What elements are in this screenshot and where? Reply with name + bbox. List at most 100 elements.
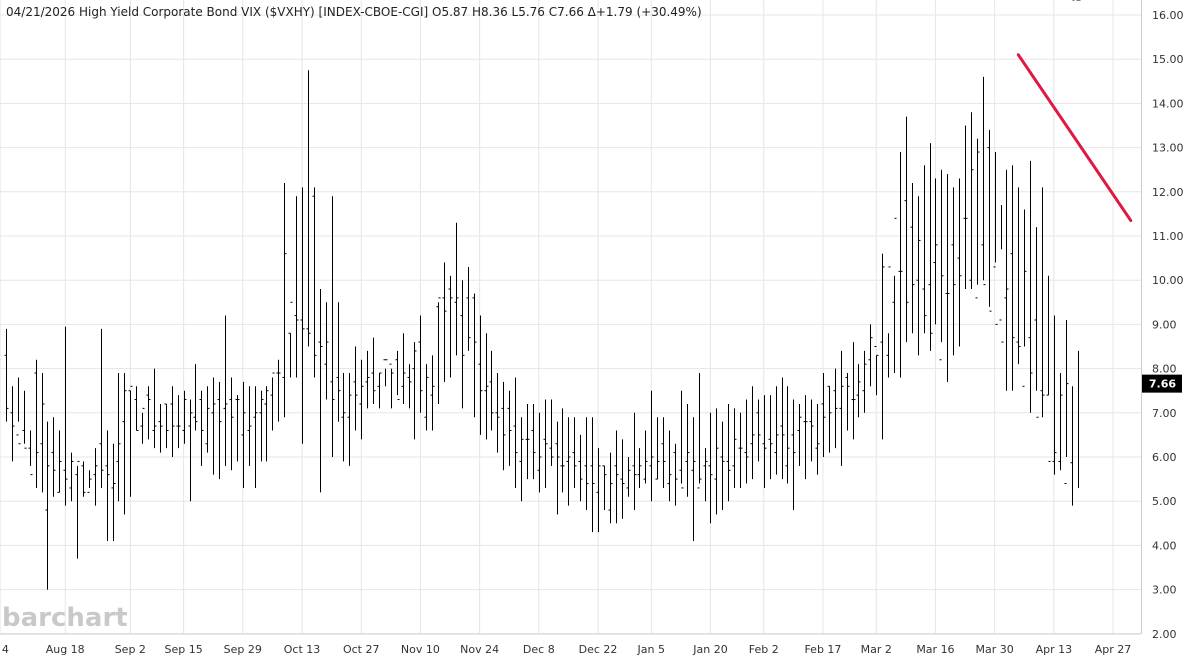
ohlc-bar bbox=[507, 390, 512, 466]
ohlc-bar bbox=[602, 465, 607, 511]
ohlc-bar bbox=[862, 350, 867, 413]
ohlc-bar bbox=[750, 386, 755, 480]
ohlc-bar bbox=[223, 315, 228, 466]
ohlc-bar bbox=[478, 315, 483, 435]
ohlc-bar bbox=[105, 430, 110, 541]
ohlc-bar bbox=[93, 448, 98, 506]
ohlc-bar bbox=[590, 417, 595, 533]
ohlc-bar bbox=[460, 280, 465, 409]
ohlc-bar bbox=[51, 417, 56, 497]
ohlc-bar bbox=[981, 76, 986, 286]
ohlc-bar bbox=[1034, 227, 1039, 418]
ohlc-bar bbox=[732, 408, 737, 488]
ohlc-bar bbox=[560, 408, 565, 493]
ohlc-bar bbox=[176, 395, 181, 449]
ohlc-bar bbox=[111, 443, 116, 541]
y-tick-label: 10.00 bbox=[1152, 274, 1184, 287]
ohlc-bar bbox=[436, 297, 441, 404]
ohlc-bar bbox=[353, 346, 358, 431]
ohlc-bar bbox=[241, 381, 246, 488]
ohlc-bar bbox=[16, 377, 21, 445]
ohlc-bar bbox=[454, 222, 459, 356]
ohlc-bar bbox=[691, 417, 696, 541]
ohlc-bar bbox=[300, 187, 305, 444]
ohlc-bar bbox=[170, 386, 175, 457]
ohlc-bar bbox=[389, 363, 394, 409]
ohlc-bar bbox=[377, 372, 382, 409]
ohlc-bar bbox=[957, 178, 962, 347]
ohlc-bar bbox=[122, 373, 127, 515]
ohlc-bar bbox=[537, 412, 542, 493]
ohlc-bar bbox=[1046, 275, 1051, 462]
ohlc-bar bbox=[1028, 160, 1033, 413]
ohlc-bar bbox=[442, 262, 447, 382]
ohlc-bar bbox=[584, 417, 589, 511]
ohlc-bar bbox=[140, 407, 145, 444]
ohlc-bar bbox=[158, 403, 163, 453]
ohlc-bar bbox=[922, 165, 927, 334]
ohlc-bar bbox=[673, 443, 678, 506]
ohlc-bar bbox=[1022, 209, 1027, 387]
ohlc-bar bbox=[549, 399, 554, 466]
ohlc-bar bbox=[667, 430, 672, 502]
ohlc-bar bbox=[164, 403, 169, 449]
ohlc-bar bbox=[495, 373, 500, 453]
ohlc-bar bbox=[555, 421, 560, 515]
ohlc-bar bbox=[803, 395, 808, 480]
ohlc-bar bbox=[87, 470, 92, 493]
y-axis-tick-labels: 2.00 3.00 4.00 5.00 6.00 7.00 8.00 9.00 10.00 11.… bbox=[1152, 9, 1184, 641]
ohlc-bar bbox=[193, 364, 198, 431]
ohlc-bar bbox=[472, 293, 477, 418]
ohlc-bar bbox=[1010, 165, 1015, 391]
ohlc-bar bbox=[40, 373, 45, 493]
ohlc-bar bbox=[365, 350, 370, 409]
ohlc-bar bbox=[649, 390, 654, 502]
y-tick-label: 11.00 bbox=[1152, 230, 1184, 243]
ohlc-bar bbox=[63, 326, 68, 506]
ohlc-bar bbox=[774, 386, 779, 475]
ohlc-bar bbox=[407, 364, 412, 409]
grid-lines bbox=[0, 0, 1141, 635]
y-tick-label: 8.00 bbox=[1152, 363, 1177, 376]
ohlc-bar bbox=[566, 417, 571, 506]
ohlc-bar bbox=[81, 461, 86, 497]
ohlc-bar bbox=[282, 182, 287, 418]
ohlc-bar bbox=[28, 430, 33, 476]
y-tick-label: 9.00 bbox=[1152, 318, 1177, 331]
ohlc-bar bbox=[57, 430, 62, 493]
x-tick-label: Sep 15 bbox=[164, 643, 202, 656]
ohlc-bar bbox=[892, 217, 897, 374]
ohlc-bar bbox=[643, 430, 648, 484]
chart-title: 04/21/2026 High Yield Corporate Bond VIX… bbox=[6, 5, 702, 19]
ohlc-bar bbox=[809, 399, 814, 462]
ohlc-bar bbox=[608, 452, 613, 524]
ohlc-bar bbox=[827, 385, 832, 453]
ohlc-bar bbox=[359, 359, 364, 440]
ohlc-bar bbox=[276, 359, 281, 422]
x-tick-label: g 4 bbox=[0, 643, 9, 656]
ohlc-bar bbox=[418, 315, 423, 413]
y-tick-label: 16.00 bbox=[1152, 9, 1184, 22]
ohlc-bar bbox=[448, 275, 453, 378]
ohlc-bar bbox=[69, 452, 74, 502]
ohlc-bar bbox=[318, 289, 323, 493]
ohlc-bar bbox=[543, 399, 548, 488]
y-tick-label: 2.00 bbox=[1152, 628, 1177, 641]
ohlc-bar bbox=[999, 205, 1004, 343]
x-tick-label: Dec 8 bbox=[523, 643, 555, 656]
ohlc-bar bbox=[839, 350, 844, 466]
ohlc-bar bbox=[253, 386, 258, 488]
x-tick-label: Mar 30 bbox=[976, 643, 1014, 656]
ohlc-bar bbox=[726, 403, 731, 502]
x-tick-label: Feb 2 bbox=[749, 643, 779, 656]
ohlc-bar bbox=[341, 373, 346, 462]
ohlc-bar bbox=[259, 390, 264, 462]
ohlc-bar bbox=[596, 448, 601, 533]
ohlc-bar bbox=[833, 368, 838, 449]
trend-line[interactable] bbox=[1016, 53, 1133, 223]
ohlc-bar bbox=[637, 448, 642, 488]
ohlc-bar bbox=[519, 417, 524, 502]
ohlc-bar bbox=[969, 112, 974, 290]
ohlc-bar bbox=[685, 403, 690, 497]
